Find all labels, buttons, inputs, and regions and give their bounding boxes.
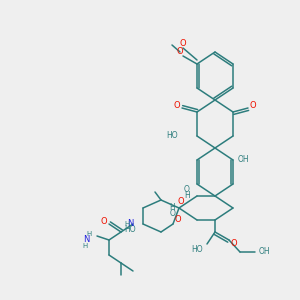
Text: O: O	[174, 101, 180, 110]
Text: O: O	[231, 239, 237, 248]
Text: HO: HO	[124, 226, 136, 235]
Text: H: H	[169, 203, 175, 212]
Text: O: O	[175, 215, 181, 224]
Text: H: H	[87, 231, 92, 237]
Text: HO: HO	[167, 131, 178, 140]
Text: N: N	[84, 236, 90, 244]
Text: H: H	[184, 191, 190, 200]
Text: O: O	[250, 101, 256, 110]
Text: O: O	[184, 185, 190, 194]
Text: OH: OH	[259, 248, 271, 256]
Text: O: O	[101, 217, 107, 226]
Text: HO: HO	[191, 244, 203, 253]
Text: H: H	[125, 221, 130, 227]
Text: O: O	[177, 47, 183, 56]
Text: O: O	[180, 40, 186, 49]
Text: O: O	[178, 197, 184, 206]
Text: N: N	[127, 220, 133, 229]
Text: O: O	[169, 209, 175, 218]
Text: H: H	[83, 243, 88, 249]
Text: OH: OH	[238, 155, 250, 164]
